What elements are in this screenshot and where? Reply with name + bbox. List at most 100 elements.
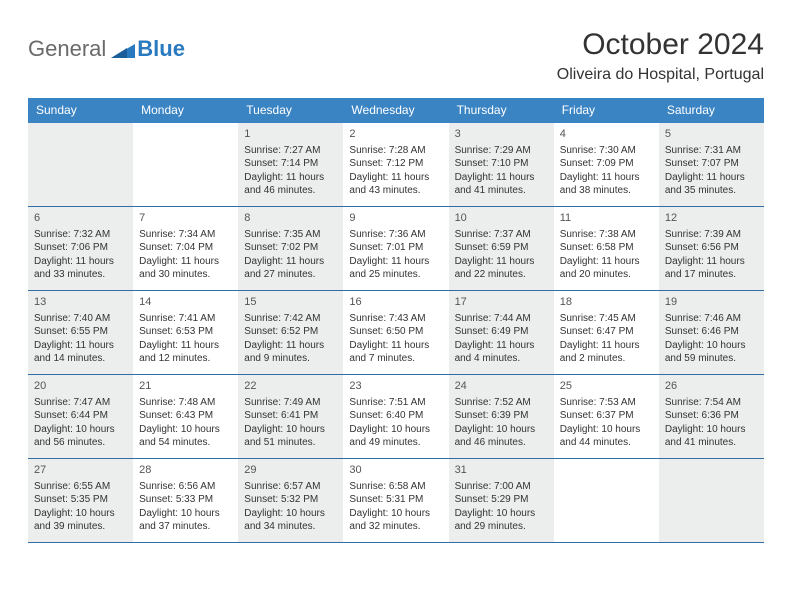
day-number: 12 bbox=[665, 211, 758, 226]
sunrise-line: Sunrise: 6:55 AM bbox=[34, 480, 127, 494]
sunset-line: Sunset: 7:07 PM bbox=[665, 157, 758, 171]
sunset-line: Sunset: 6:41 PM bbox=[244, 409, 337, 423]
calendar-cell: 7Sunrise: 7:34 AMSunset: 7:04 PMDaylight… bbox=[133, 207, 238, 291]
calendar-cell: 11Sunrise: 7:38 AMSunset: 6:58 PMDayligh… bbox=[554, 207, 659, 291]
sunrise-line: Sunrise: 7:29 AM bbox=[455, 144, 548, 158]
day-number: 27 bbox=[34, 463, 127, 478]
daylight-line: Daylight: 10 hours and 46 minutes. bbox=[455, 423, 548, 450]
logo-text-general: General bbox=[28, 36, 106, 62]
daylight-line: Daylight: 11 hours and 27 minutes. bbox=[244, 255, 337, 282]
sunrise-line: Sunrise: 7:44 AM bbox=[455, 312, 548, 326]
daylight-line: Daylight: 10 hours and 49 minutes. bbox=[349, 423, 442, 450]
weekday-header: Wednesday bbox=[343, 98, 448, 122]
daylight-line: Daylight: 11 hours and 7 minutes. bbox=[349, 339, 442, 366]
sunrise-line: Sunrise: 7:43 AM bbox=[349, 312, 442, 326]
daylight-line: Daylight: 11 hours and 35 minutes. bbox=[665, 171, 758, 198]
day-number: 26 bbox=[665, 379, 758, 394]
weekday-header: Tuesday bbox=[238, 98, 343, 122]
sunset-line: Sunset: 6:53 PM bbox=[139, 325, 232, 339]
sunrise-line: Sunrise: 7:34 AM bbox=[139, 228, 232, 242]
sunrise-line: Sunrise: 7:53 AM bbox=[560, 396, 653, 410]
logo-text-blue: Blue bbox=[137, 36, 185, 62]
sunset-line: Sunset: 6:56 PM bbox=[665, 241, 758, 255]
calendar-cell: 18Sunrise: 7:45 AMSunset: 6:47 PMDayligh… bbox=[554, 291, 659, 375]
title-month: October 2024 bbox=[557, 28, 764, 62]
calendar-cell: 15Sunrise: 7:42 AMSunset: 6:52 PMDayligh… bbox=[238, 291, 343, 375]
sunset-line: Sunset: 6:58 PM bbox=[560, 241, 653, 255]
sunset-line: Sunset: 6:40 PM bbox=[349, 409, 442, 423]
day-number: 16 bbox=[349, 295, 442, 310]
daylight-line: Daylight: 11 hours and 43 minutes. bbox=[349, 171, 442, 198]
calendar-cell: 20 Sunrise: 7:47 AMSunset: 6:44 PMDayligh… bbox=[28, 375, 133, 459]
weekday-header: Thursday bbox=[449, 98, 554, 122]
weekday-header: Monday bbox=[133, 98, 238, 122]
sunset-line: Sunset: 7:14 PM bbox=[244, 157, 337, 171]
calendar-cell: 29Sunrise: 6:57 AMSunset: 5:32 PMDayligh… bbox=[238, 459, 343, 543]
sunrise-line: Sunrise: 7:45 AM bbox=[560, 312, 653, 326]
sunrise-line: Sunrise: 6:56 AM bbox=[139, 480, 232, 494]
daylight-line: Daylight: 11 hours and 46 minutes. bbox=[244, 171, 337, 198]
weekday-header: Saturday bbox=[659, 98, 764, 122]
daylight-line: Daylight: 11 hours and 22 minutes. bbox=[455, 255, 548, 282]
calendar-cell: 31Sunrise: 7:00 AMSunset: 5:29 PMDayligh… bbox=[449, 459, 554, 543]
calendar-cell: 2Sunrise: 7:28 AMSunset: 7:12 PMDaylight… bbox=[343, 123, 448, 207]
sunrise-line: Sunrise: 7:52 AM bbox=[455, 396, 548, 410]
calendar-cell: 13Sunrise: 7:40 AMSunset: 6:55 PMDayligh… bbox=[28, 291, 133, 375]
day-number: 19 bbox=[665, 295, 758, 310]
daylight-line: Daylight: 11 hours and 33 minutes. bbox=[34, 255, 127, 282]
sunrise-line: Sunrise: 7:28 AM bbox=[349, 144, 442, 158]
sunrise-line: Sunrise: 7:48 AM bbox=[139, 396, 232, 410]
day-number: 10 bbox=[455, 211, 548, 226]
day-number: 4 bbox=[560, 127, 653, 142]
sunrise-line: Sunrise: 7:27 AM bbox=[244, 144, 337, 158]
daylight-line: Daylight: 11 hours and 17 minutes. bbox=[665, 255, 758, 282]
day-number: 9 bbox=[349, 211, 442, 226]
sunrise-line: Sunrise: 7:47 AM bbox=[34, 396, 127, 410]
calendar-cell: 28Sunrise: 6:56 AMSunset: 5:33 PMDayligh… bbox=[133, 459, 238, 543]
daylight-line: Daylight: 10 hours and 54 minutes. bbox=[139, 423, 232, 450]
daylight-line: Daylight: 10 hours and 56 minutes. bbox=[34, 423, 127, 450]
day-number: 6 bbox=[34, 211, 127, 226]
day-number: 30 bbox=[349, 463, 442, 478]
sunset-line: Sunset: 6:59 PM bbox=[455, 241, 548, 255]
daylight-line: Daylight: 11 hours and 30 minutes. bbox=[139, 255, 232, 282]
day-number: 29 bbox=[244, 463, 337, 478]
sunset-line: Sunset: 7:10 PM bbox=[455, 157, 548, 171]
day-number: 20 bbox=[34, 379, 127, 394]
day-number: 2 bbox=[349, 127, 442, 142]
day-number: 13 bbox=[34, 295, 127, 310]
sunrise-line: Sunrise: 7:38 AM bbox=[560, 228, 653, 242]
calendar-cell: 4Sunrise: 7:30 AMSunset: 7:09 PMDaylight… bbox=[554, 123, 659, 207]
daylight-line: Daylight: 11 hours and 38 minutes. bbox=[560, 171, 653, 198]
logo: General Blue bbox=[28, 36, 185, 62]
calendar-cell: 22Sunrise: 7:49 AMSunset: 6:41 PMDayligh… bbox=[238, 375, 343, 459]
sunrise-line: Sunrise: 6:58 AM bbox=[349, 480, 442, 494]
logo-mark-icon bbox=[111, 40, 135, 58]
sunrise-line: Sunrise: 7:49 AM bbox=[244, 396, 337, 410]
daylight-line: Daylight: 11 hours and 4 minutes. bbox=[455, 339, 548, 366]
calendar-cell: 3Sunrise: 7:29 AMSunset: 7:10 PMDaylight… bbox=[449, 123, 554, 207]
sunrise-line: Sunrise: 7:35 AM bbox=[244, 228, 337, 242]
daylight-line: Daylight: 10 hours and 44 minutes. bbox=[560, 423, 653, 450]
sunset-line: Sunset: 7:06 PM bbox=[34, 241, 127, 255]
calendar-cell: 12Sunrise: 7:39 AMSunset: 6:56 PMDayligh… bbox=[659, 207, 764, 291]
sunrise-line: Sunrise: 6:57 AM bbox=[244, 480, 337, 494]
day-number: 5 bbox=[665, 127, 758, 142]
calendar-cell: 10Sunrise: 7:37 AMSunset: 6:59 PMDayligh… bbox=[449, 207, 554, 291]
weekday-header: Sunday bbox=[28, 98, 133, 122]
daylight-line: Daylight: 10 hours and 34 minutes. bbox=[244, 507, 337, 534]
day-number: 14 bbox=[139, 295, 232, 310]
calendar-cell: 27Sunrise: 6:55 AMSunset: 5:35 PMDayligh… bbox=[28, 459, 133, 543]
calendar-cell bbox=[133, 123, 238, 207]
sunrise-line: Sunrise: 7:31 AM bbox=[665, 144, 758, 158]
sunset-line: Sunset: 6:36 PM bbox=[665, 409, 758, 423]
sunrise-line: Sunrise: 7:30 AM bbox=[560, 144, 653, 158]
sunrise-line: Sunrise: 7:00 AM bbox=[455, 480, 548, 494]
daylight-line: Daylight: 11 hours and 20 minutes. bbox=[560, 255, 653, 282]
sunset-line: Sunset: 7:01 PM bbox=[349, 241, 442, 255]
sunrise-line: Sunrise: 7:32 AM bbox=[34, 228, 127, 242]
daylight-line: Daylight: 11 hours and 9 minutes. bbox=[244, 339, 337, 366]
daylight-line: Daylight: 10 hours and 37 minutes. bbox=[139, 507, 232, 534]
daylight-line: Daylight: 11 hours and 25 minutes. bbox=[349, 255, 442, 282]
sunset-line: Sunset: 6:44 PM bbox=[34, 409, 127, 423]
